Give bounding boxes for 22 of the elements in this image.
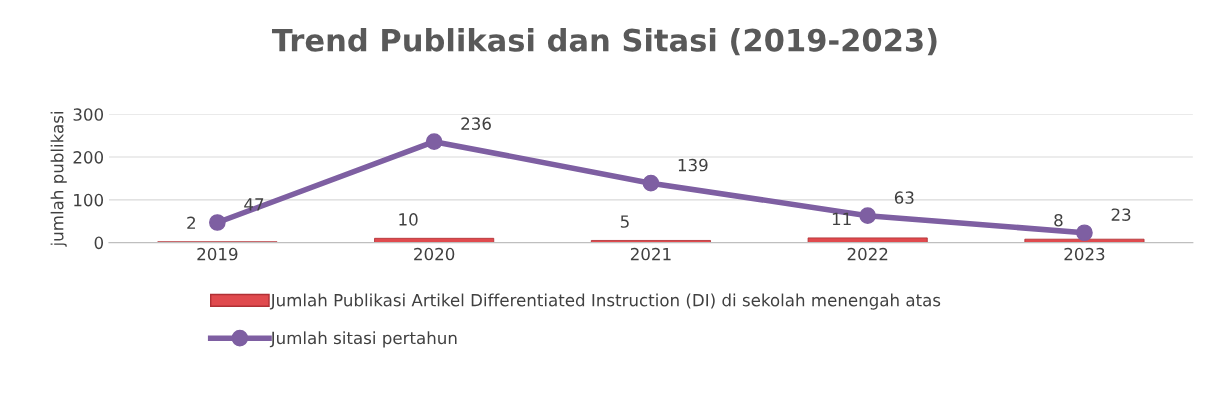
x-tick-label: 2022 [847,247,888,261]
y-tick-label: 100 [74,193,104,207]
y-tick-label: 300 [73,108,104,121]
data-label: 2 [187,216,195,229]
data-label: 139 [678,158,708,172]
data-label: 23 [1111,208,1131,221]
data-label: 8 [1054,213,1063,227]
legend-label: Jumlah sitasi pertahun [269,331,457,348]
x-tick-label: 2019 [197,247,238,261]
y-tick-label: 0 [94,236,104,250]
y-tick-label: 200 [73,151,104,164]
data-label: 236 [461,117,491,130]
x-tick-label: 2023 [1064,247,1105,261]
chart-title: Trend Publikasi dan Sitasi (2019-2023) [271,28,937,56]
data-label: 5 [620,215,629,228]
data-label: 63 [894,191,914,204]
legend-label: Jumlah Publikasi Artikel Differentiated Instruction (DI) di sekolah menengah atas [269,293,941,310]
x-tick-label: 2021 [630,247,671,261]
data-label: 11 [832,212,851,226]
x-tick-label: 2020 [414,247,455,261]
y-axis-title: jumlah publikasi [50,112,67,247]
data-label: 10 [399,213,418,226]
